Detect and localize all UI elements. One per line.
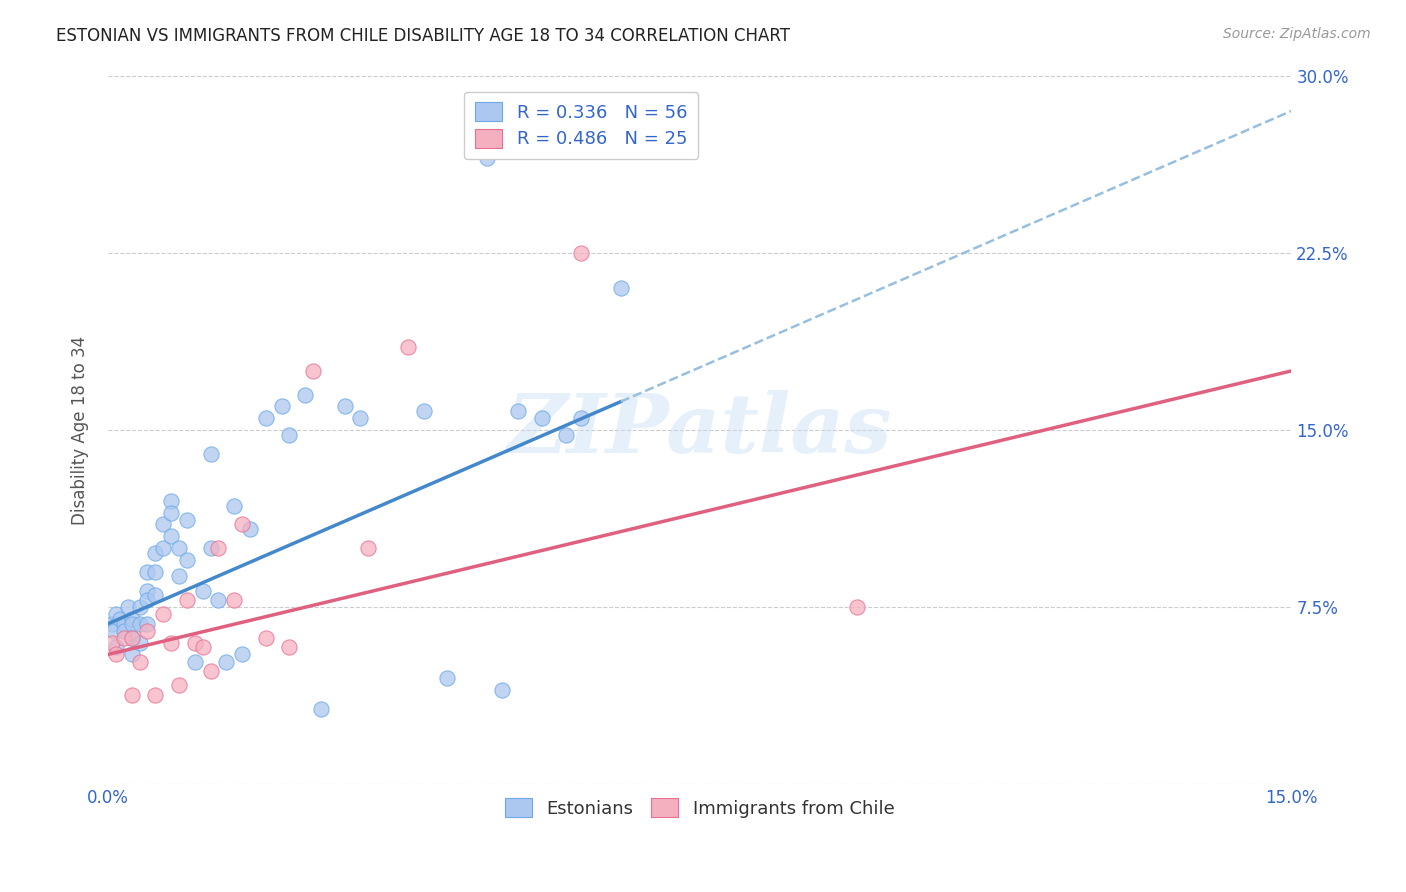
Point [224, 593, 246, 607]
Point [121, 688, 143, 702]
Point [167, 678, 190, 692]
Point [121, 631, 143, 645]
Point [491, 682, 513, 697]
Point [136, 624, 159, 638]
Point [128, 616, 150, 631]
Point [184, 655, 207, 669]
Point [357, 541, 380, 555]
Point [610, 281, 633, 295]
Legend: Estonians, Immigrants from Chile: Estonians, Immigrants from Chile [498, 791, 901, 825]
Point [160, 494, 183, 508]
Point [254, 631, 277, 645]
Point [143, 546, 166, 560]
Point [121, 648, 143, 662]
Point [231, 648, 253, 662]
Point [200, 541, 222, 555]
Point [554, 427, 576, 442]
Point [396, 340, 419, 354]
Point [136, 565, 159, 579]
Point [167, 569, 190, 583]
Point [160, 506, 183, 520]
Point [104, 607, 127, 622]
Text: Source: ZipAtlas.com: Source: ZipAtlas.com [1223, 27, 1371, 41]
Point [508, 404, 530, 418]
Point [176, 593, 198, 607]
Point [278, 427, 301, 442]
Point [436, 671, 458, 685]
Point [270, 400, 292, 414]
Point [152, 607, 174, 622]
Point [278, 640, 301, 655]
Point [128, 600, 150, 615]
Y-axis label: Disability Age 18 to 34: Disability Age 18 to 34 [72, 335, 89, 524]
Point [108, 612, 131, 626]
Point [333, 400, 356, 414]
Point [121, 631, 143, 645]
Point [103, 624, 125, 638]
Point [294, 387, 316, 401]
Point [143, 688, 166, 702]
Point [191, 583, 214, 598]
Point [136, 583, 159, 598]
Point [101, 635, 124, 649]
Point [200, 447, 222, 461]
Point [160, 529, 183, 543]
Point [239, 522, 262, 536]
Point [569, 245, 592, 260]
Point [117, 600, 139, 615]
Point [136, 616, 159, 631]
Point [167, 541, 190, 555]
Point [101, 616, 124, 631]
Point [128, 635, 150, 649]
Point [184, 635, 207, 649]
Point [104, 640, 127, 655]
Point [215, 655, 238, 669]
Point [152, 541, 174, 555]
Point [112, 624, 135, 638]
Point [104, 648, 127, 662]
Point [160, 635, 183, 649]
Point [143, 588, 166, 602]
Point [176, 513, 198, 527]
Point [530, 411, 553, 425]
Point [309, 702, 332, 716]
Point [112, 616, 135, 631]
Point [569, 411, 592, 425]
Point [121, 616, 143, 631]
Point [176, 553, 198, 567]
Point [846, 600, 869, 615]
Point [207, 593, 229, 607]
Point [349, 411, 371, 425]
Text: ESTONIAN VS IMMIGRANTS FROM CHILE DISABILITY AGE 18 TO 34 CORRELATION CHART: ESTONIAN VS IMMIGRANTS FROM CHILE DISABI… [56, 27, 790, 45]
Point [152, 517, 174, 532]
Point [302, 364, 325, 378]
Point [231, 517, 253, 532]
Point [128, 655, 150, 669]
Point [224, 499, 246, 513]
Point [475, 151, 498, 165]
Point [143, 565, 166, 579]
Point [112, 631, 135, 645]
Point [254, 411, 277, 425]
Point [207, 541, 229, 555]
Point [121, 612, 143, 626]
Point [136, 593, 159, 607]
Point [191, 640, 214, 655]
Point [200, 664, 222, 678]
Point [412, 404, 434, 418]
Text: ZIPatlas: ZIPatlas [508, 390, 893, 470]
